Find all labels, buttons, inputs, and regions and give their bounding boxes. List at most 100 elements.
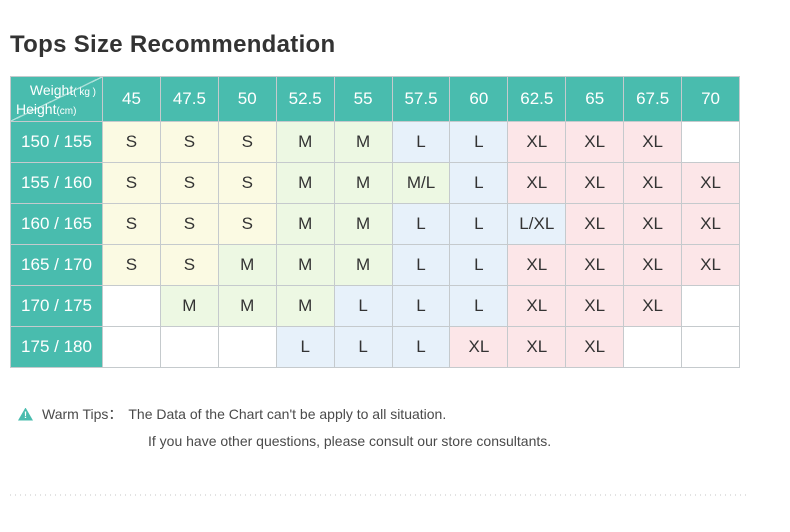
size-cell: S (102, 162, 161, 204)
table-row: 165 / 170 S S M M M L L XL XL XL XL (10, 244, 740, 286)
page-title: Tops Size Recommendation (10, 31, 336, 58)
size-cell: XL (507, 121, 567, 163)
size-cell: XL (565, 121, 625, 163)
weight-header-cell: 52.5 (275, 76, 335, 122)
size-cell: M (159, 285, 219, 327)
size-cell: XL (681, 162, 740, 204)
table-row: 150 / 155 S S S M M L L XL XL XL (10, 121, 740, 163)
size-cell: L (449, 244, 509, 286)
size-cell (681, 326, 740, 368)
size-cell: L (275, 326, 335, 368)
size-cell: M (275, 203, 335, 245)
size-cell: M (333, 162, 393, 204)
size-cell: XL (507, 285, 567, 327)
size-table-body: 150 / 155 S S S M M L L XL XL XL 155 / 160 S S S M M M/L L… (10, 121, 740, 368)
size-cell (681, 285, 740, 327)
size-cell: S (217, 203, 277, 245)
corner-weight-label: Weight( kg ) (29, 82, 96, 98)
size-cell: M (217, 244, 277, 286)
size-cell: XL (507, 244, 567, 286)
size-cell: L (333, 326, 393, 368)
size-table: Weight( kg ) Height(cm) 45 47.5 50 52.5 55 57… (10, 76, 740, 368)
table-row: 170 / 175 M M M L L L XL XL XL (10, 285, 740, 327)
size-cell: L/XL (507, 203, 567, 245)
size-cell (159, 326, 219, 368)
weight-header-cell: 55 (333, 76, 393, 122)
size-cell: S (159, 162, 219, 204)
size-cell: XL (623, 121, 683, 163)
height-header-cell: 170 / 175 (10, 285, 103, 327)
size-cell: XL (623, 285, 683, 327)
size-cell: M (275, 285, 335, 327)
weight-header-cell: 47.5 (159, 76, 219, 122)
size-cell: L (391, 285, 451, 327)
size-cell: M (275, 162, 335, 204)
size-cell: S (217, 162, 277, 204)
header-row: Weight( kg ) Height(cm) 45 47.5 50 52.5 55 57… (10, 76, 740, 122)
size-cell: L (449, 203, 509, 245)
size-cell: S (102, 121, 161, 163)
size-cell: XL (565, 285, 625, 327)
size-cell (102, 285, 161, 327)
warning-triangle-icon (18, 407, 33, 421)
size-cell: M/L (391, 162, 451, 204)
size-cell: M (333, 121, 393, 163)
size-cell: M (275, 121, 335, 163)
size-cell: XL (681, 203, 740, 245)
height-header-cell: 175 / 180 (10, 326, 103, 368)
weight-header-cell: 50 (217, 76, 277, 122)
table-row: 160 / 165 S S S M M L L L/XL XL XL XL (10, 203, 740, 245)
corner-height-label: Height(cm) (16, 101, 77, 117)
size-cell: XL (507, 162, 567, 204)
size-cell: L (391, 203, 451, 245)
weight-header-cell: 70 (681, 76, 740, 122)
weight-header-cell: 60 (449, 76, 509, 122)
weight-header-cell: 57.5 (391, 76, 451, 122)
size-cell: L (391, 244, 451, 286)
warm-tips-text1: The Data of the Chart can't be apply to … (128, 406, 447, 422)
weight-header-cell: 45 (102, 76, 161, 122)
weight-header-cell: 62.5 (507, 76, 567, 122)
size-cell: XL (623, 162, 683, 204)
size-cell: XL (623, 244, 683, 286)
warm-tips-text2: If you have other questions, please cons… (148, 433, 552, 449)
size-cell: M (275, 244, 335, 286)
size-cell: XL (565, 326, 625, 368)
size-cell: XL (681, 244, 740, 286)
size-cell: L (449, 285, 509, 327)
weight-header-cell: 67.5 (623, 76, 683, 122)
size-cell: L (391, 326, 451, 368)
table-row: 175 / 180 L L L XL XL XL (10, 326, 740, 368)
size-cell: XL (565, 162, 625, 204)
height-header-cell: 160 / 165 (10, 203, 103, 245)
size-cell: L (391, 121, 451, 163)
size-cell: S (102, 203, 161, 245)
size-cell: S (159, 121, 219, 163)
weight-header-cell: 65 (565, 76, 625, 122)
height-header-cell: 165 / 170 (10, 244, 103, 286)
size-cell: S (102, 244, 161, 286)
size-cell (623, 326, 683, 368)
size-cell (102, 326, 161, 368)
size-cell: M (217, 285, 277, 327)
size-cell: S (217, 121, 277, 163)
size-cell: XL (623, 203, 683, 245)
size-cell: M (333, 203, 393, 245)
size-cell (681, 121, 740, 163)
warm-tips-label: Warm Tips： (42, 406, 123, 422)
size-cell: XL (507, 326, 567, 368)
table-row: 155 / 160 S S S M M M/L L XL XL XL XL (10, 162, 740, 204)
dashed-divider (10, 494, 747, 496)
corner-cell: Weight( kg ) Height(cm) (10, 76, 103, 122)
size-cell (217, 326, 277, 368)
size-cell: L (449, 162, 509, 204)
size-cell: XL (449, 326, 509, 368)
size-cell: XL (565, 244, 625, 286)
size-cell: M (333, 244, 393, 286)
warm-tips-line1: Warm Tips： The Data of the Chart can't b… (18, 404, 551, 424)
height-header-cell: 155 / 160 (10, 162, 103, 204)
size-cell: XL (565, 203, 625, 245)
size-cell: L (449, 121, 509, 163)
size-cell: L (333, 285, 393, 327)
